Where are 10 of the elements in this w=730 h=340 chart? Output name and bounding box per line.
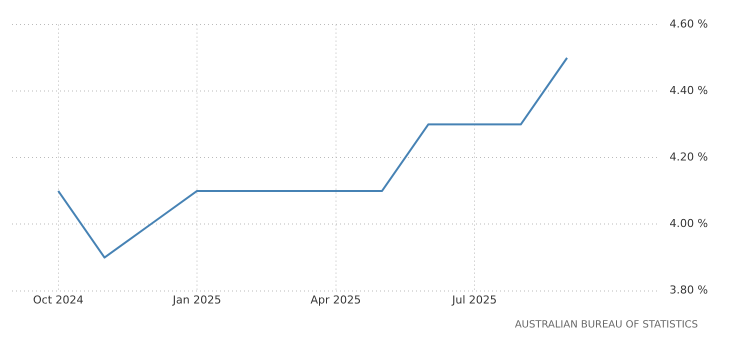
x-tick-label: Apr 2025 bbox=[310, 293, 362, 306]
y-tick-label: 4.40 % bbox=[670, 84, 708, 98]
x-tick-label: Jul 2025 bbox=[451, 293, 497, 306]
y-tick-label: 4.60 % bbox=[670, 17, 708, 30]
y-tick-label: 3.80 % bbox=[670, 284, 708, 297]
y-tick-label: 4.00 % bbox=[670, 217, 708, 230]
y-tick-label: 4.20 % bbox=[670, 150, 708, 164]
text: AUSTRALIAN BUREAU OF STATISTICS bbox=[514, 320, 698, 331]
x-tick-label: Oct 2024 bbox=[32, 293, 84, 306]
x-tick-label: Jan 2025 bbox=[172, 293, 222, 306]
